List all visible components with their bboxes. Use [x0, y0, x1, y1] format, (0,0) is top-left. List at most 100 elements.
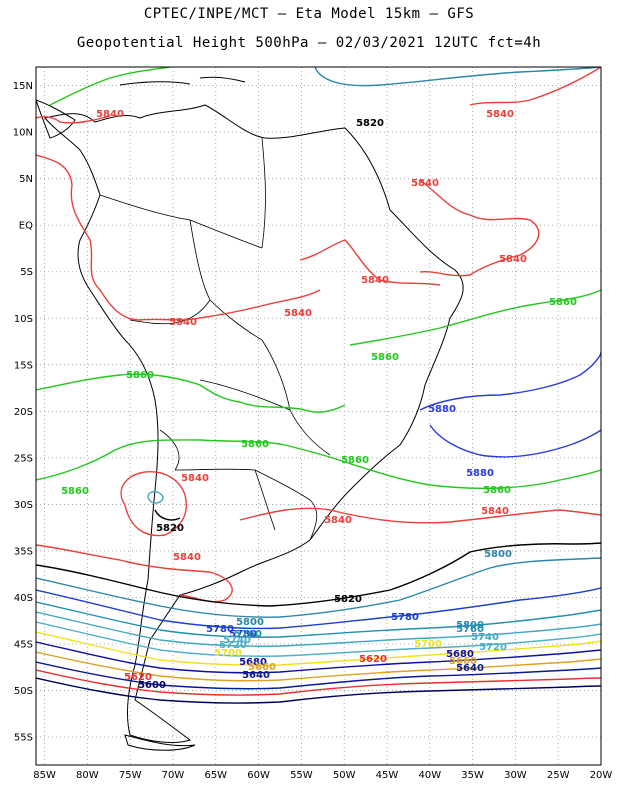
- lon-tick-label: 30W: [504, 770, 527, 781]
- contour-label-5640: 5640: [242, 670, 270, 681]
- lat-tick-label: 10N: [13, 128, 33, 139]
- contour-label-5600: 5600: [138, 680, 166, 691]
- contour-label-5620: 5620: [359, 654, 387, 665]
- contour-label-5800: 5800: [456, 620, 484, 631]
- contour-5820-main: [36, 509, 601, 607]
- contour-5840-ne: [469, 67, 601, 106]
- contour-label-5860: 5860: [371, 352, 399, 363]
- lat-tick-label: EQ: [19, 221, 33, 232]
- contour-label-5880: 5880: [428, 404, 456, 415]
- contour-label-5760: 5760: [234, 629, 262, 640]
- contour-5860-west: [36, 373, 346, 413]
- lat-tick-label: 20S: [14, 407, 33, 418]
- contour-label-5840: 5840: [486, 109, 514, 120]
- contour-lines: [36, 67, 601, 704]
- lon-tick-label: 70W: [162, 770, 185, 781]
- contour-label-5620: 5620: [124, 672, 152, 683]
- contour-labels: 5840 5840 5840 5840 5840 5840 5840 5840 5840 5840…: [61, 109, 577, 691]
- contour-label-5780: 5780: [206, 624, 234, 635]
- contour-label-5860: 5860: [241, 439, 269, 450]
- contour-5780: [36, 587, 601, 630]
- lat-tick-label: 30S: [14, 500, 33, 511]
- lat-tick-label: 50S: [14, 686, 33, 697]
- lon-tick-label: 45W: [376, 770, 399, 781]
- contour-5620: [36, 669, 601, 696]
- contour-5740: [36, 611, 601, 647]
- lat-tick-label: 55S: [14, 733, 33, 744]
- contour-5860-nw: [49, 67, 171, 106]
- contour-label-5700: 5700: [214, 648, 242, 659]
- contour-5880-north: [314, 67, 601, 87]
- lat-tick-label: 15S: [14, 360, 33, 371]
- lat-tick-label: 10S: [14, 314, 33, 325]
- lat-tick-label: 35S: [14, 546, 33, 557]
- lon-tick-label: 50W: [333, 770, 356, 781]
- contour-5660: [36, 651, 601, 682]
- contour-label-5680: 5680: [239, 657, 267, 668]
- lat-tick-label: 5S: [20, 267, 33, 278]
- contour-5700: [36, 631, 601, 666]
- lat-tick-label: 45S: [14, 640, 33, 651]
- contour-5880-east: [419, 351, 601, 458]
- lon-tick-label: 25W: [547, 770, 570, 781]
- longitude-labels: 85W 80W 75W 70W 65W 60W 55W 50W 45W 40W 35W 30W 25W 2…: [33, 770, 612, 781]
- contour-label-5820: 5820: [334, 594, 362, 605]
- contour-5640: [36, 661, 601, 690]
- lon-tick-label: 85W: [33, 770, 56, 781]
- contour-5760: [36, 601, 601, 638]
- contour-label-5760: 5760: [456, 624, 484, 635]
- lon-tick-label: 20W: [590, 770, 613, 781]
- lon-tick-label: 80W: [76, 770, 99, 781]
- lon-tick-label: 60W: [247, 770, 270, 781]
- lat-tick-label: 40S: [14, 593, 33, 604]
- contour-label-5680: 5680: [446, 649, 474, 660]
- contour-5860-south: [36, 439, 601, 489]
- contour-label-5880: 5880: [466, 468, 494, 479]
- contour-label-5780: 5780: [229, 629, 257, 640]
- contour-label-5780: 5780: [391, 612, 419, 623]
- contour-5840-central: [299, 239, 441, 286]
- contour-label-5840: 5840: [481, 506, 509, 517]
- central-america-coast: [36, 99, 76, 139]
- country-borders: [99, 137, 331, 541]
- contour-5800: [36, 557, 601, 618]
- contour-low-cutoff: [147, 491, 164, 504]
- contour-label-5800: 5800: [236, 617, 264, 628]
- lon-tick-label: 40W: [418, 770, 441, 781]
- south-america-coast: [44, 104, 464, 743]
- contour-label-5840: 5840: [284, 308, 312, 319]
- contour-label-5860: 5860: [61, 486, 89, 497]
- contour-label-5720: 5720: [219, 640, 247, 651]
- contour-label-5660: 5660: [248, 662, 276, 673]
- contour-label-5840: 5840: [324, 515, 352, 526]
- contour-label-5840: 5840: [499, 254, 527, 265]
- lat-tick-label: 25S: [14, 453, 33, 464]
- map-frame: [35, 66, 602, 766]
- lon-tick-label: 75W: [119, 770, 142, 781]
- map-title-line1: CPTEC/INPE/MCT – Eta Model 15km – GFS: [143, 6, 475, 22]
- contour-label-5860: 5860: [549, 297, 577, 308]
- contour-label-5860: 5860: [126, 370, 154, 381]
- contour-label-5840: 5840: [96, 109, 124, 120]
- map-title-line2: Geopotential Height 500hPa – 02/03/2021 …: [76, 35, 542, 51]
- contour-5840-west: [36, 154, 321, 321]
- contour-5840-north: [36, 115, 540, 277]
- contour-label-5720: 5720: [479, 642, 507, 653]
- tierra-del-fuego: [124, 734, 196, 751]
- contour-label-5800: 5800: [484, 549, 512, 560]
- contour-label-5840: 5840: [169, 317, 197, 328]
- contour-label-5840: 5840: [411, 178, 439, 189]
- lat-tick-label: 15N: [13, 81, 33, 92]
- contour-label-5740: 5740: [223, 635, 251, 646]
- contour-label-5820: 5820: [156, 523, 184, 534]
- contour-5720: [36, 621, 601, 657]
- lat-tick-label: 5N: [19, 174, 33, 185]
- coastline: [36, 76, 464, 751]
- lon-tick-label: 55W: [290, 770, 313, 781]
- latitude-labels: 15N 10N 5N EQ 5S 10S 15S 20S 25S 30S 35S 40S 45S 50S 5…: [13, 81, 33, 743]
- contour-label-5840: 5840: [181, 473, 209, 484]
- contour-label-5840: 5840: [361, 275, 389, 286]
- contour-label-5860: 5860: [341, 455, 369, 466]
- contour-label-5860: 5860: [483, 485, 511, 496]
